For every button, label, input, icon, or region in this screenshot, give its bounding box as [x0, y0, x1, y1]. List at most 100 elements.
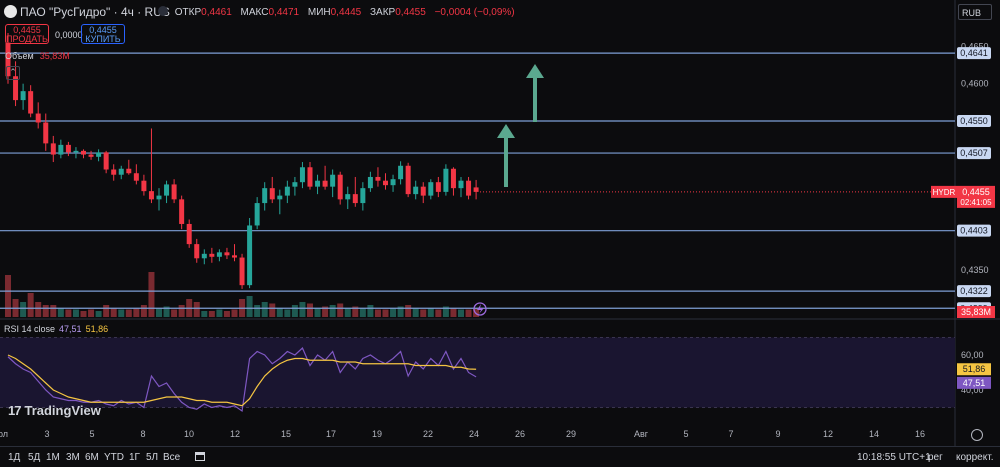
- arrow-shaft: [533, 76, 537, 122]
- candle-body: [43, 122, 49, 144]
- volume-bar: [435, 309, 442, 317]
- visibility-toggle-icon[interactable]: [158, 6, 168, 16]
- volume-bar: [261, 302, 268, 317]
- tradingview-logo[interactable]: 17 TradingView: [8, 403, 101, 418]
- volume-bar: [420, 309, 427, 317]
- candle-body: [428, 182, 434, 196]
- up-arrow-drawing: [526, 64, 544, 122]
- candle-body: [284, 186, 290, 196]
- range-button-1m[interactable]: 1М: [46, 452, 60, 463]
- candle-body: [111, 169, 117, 175]
- up-arrow-drawing: [497, 124, 515, 187]
- buy-price: 0,4455: [89, 25, 117, 35]
- buy-button[interactable]: 0,4455 КУПИТЬ: [81, 24, 125, 44]
- time-tick: 7: [728, 429, 734, 439]
- level-price-label: 0,4550: [960, 116, 988, 126]
- level-price-label: 0,4507: [960, 148, 988, 158]
- arrow-head: [497, 124, 515, 138]
- candle-body: [398, 165, 404, 180]
- candle-body: [88, 154, 94, 157]
- rsi-tag-label: 47,51: [963, 378, 986, 388]
- time-tick: 15: [280, 429, 292, 439]
- candle-body: [262, 188, 268, 204]
- rsi-legend[interactable]: RSI 14 close 47,51 51,86: [4, 324, 108, 334]
- candle-body: [239, 257, 245, 286]
- volume-bar: [314, 308, 321, 317]
- rsi-axis-tick: 60,00: [961, 350, 984, 360]
- volume-bar: [291, 305, 298, 317]
- range-button-ytd[interactable]: YTD: [104, 452, 124, 463]
- candle-body: [307, 167, 313, 187]
- candle-body: [269, 188, 275, 200]
- volume-bar: [473, 308, 480, 317]
- volume-bar: [65, 309, 72, 317]
- volume-bar: [344, 308, 351, 317]
- candle-body: [360, 188, 366, 204]
- candle-body: [209, 253, 215, 257]
- volume-bar: [163, 306, 170, 317]
- candle-body: [390, 179, 396, 186]
- candle-body: [443, 168, 449, 192]
- change-value: −0,0004 (−0,09%): [434, 7, 515, 18]
- collapse-legend-button[interactable]: ⌃: [6, 66, 20, 80]
- clock-readout[interactable]: 10:18:55 UTC+1: [857, 452, 931, 463]
- candle-body: [277, 195, 283, 200]
- time-tick: 8: [140, 429, 146, 439]
- volume-bar: [133, 308, 140, 317]
- candle-body: [186, 223, 192, 245]
- range-button-3m[interactable]: 3М: [66, 452, 80, 463]
- range-button-all[interactable]: Все: [163, 452, 181, 463]
- range-button-5d[interactable]: 5Д: [28, 452, 41, 463]
- level-price-label: 0,4641: [960, 48, 988, 58]
- volume-bar: [27, 293, 34, 317]
- volume-bar: [337, 303, 344, 317]
- currency-select[interactable]: RUB: [958, 4, 992, 20]
- rsi-line: [7, 346, 477, 413]
- axis-settings-icon[interactable]: [971, 429, 983, 441]
- adjustment-option[interactable]: коррект.: [956, 452, 994, 463]
- range-button-6m[interactable]: 6М: [85, 452, 99, 463]
- volume-bar: [148, 272, 155, 317]
- volume-bar: [329, 305, 336, 317]
- volume-bar: [171, 309, 178, 317]
- sell-label: ПРОДАТЬ: [6, 34, 48, 44]
- low-value: 0,4445: [330, 7, 362, 18]
- time-tick: 26: [514, 429, 526, 439]
- symbol-title[interactable]: ПАО "РусГидро" · 4ч · RUS: [20, 5, 170, 19]
- candle-body: [383, 180, 388, 186]
- level-price-label: 0,4322: [960, 286, 988, 296]
- volume-bar: [57, 308, 64, 317]
- range-button-1y[interactable]: 1Г: [129, 452, 140, 463]
- range-button-1d[interactable]: 1Д: [8, 452, 21, 463]
- candle-body: [330, 174, 336, 187]
- range-button-5y[interactable]: 5Л: [146, 452, 159, 463]
- buy-label: КУПИТЬ: [85, 34, 121, 44]
- candle-body: [405, 165, 411, 195]
- volume-bar: [322, 306, 329, 317]
- volume-label: Объём: [5, 51, 34, 61]
- candle-body: [413, 186, 419, 195]
- candle-body: [58, 144, 64, 155]
- volume-legend[interactable]: Объём 35,83M: [5, 51, 70, 61]
- candle-body: [466, 180, 472, 196]
- volume-bar: [193, 302, 200, 317]
- volume-bar: [359, 308, 366, 317]
- scale-option[interactable]: рег: [928, 452, 943, 463]
- candle-body: [450, 168, 456, 189]
- candle-body: [96, 152, 102, 157]
- time-axis[interactable]: ол 3 5 8 10 12 15 17 19 22 24 26 29 Авг …: [0, 427, 955, 441]
- volume-bar: [110, 308, 117, 317]
- volume-bar: [50, 305, 57, 317]
- sell-button[interactable]: 0,4455 ПРОДАТЬ: [5, 24, 49, 44]
- time-tick: 19: [371, 429, 383, 439]
- close-value: 0,4455: [395, 7, 426, 18]
- candle-body: [435, 182, 441, 192]
- tradingview-mark-icon: 17: [8, 403, 22, 418]
- volume-bar: [35, 302, 42, 317]
- calendar-icon[interactable]: [195, 452, 205, 461]
- level-price-label: 0,4403: [960, 226, 988, 236]
- level-price-tag: [957, 224, 991, 237]
- rsi-tag: [957, 376, 991, 389]
- sell-price: 0,4455: [13, 25, 41, 35]
